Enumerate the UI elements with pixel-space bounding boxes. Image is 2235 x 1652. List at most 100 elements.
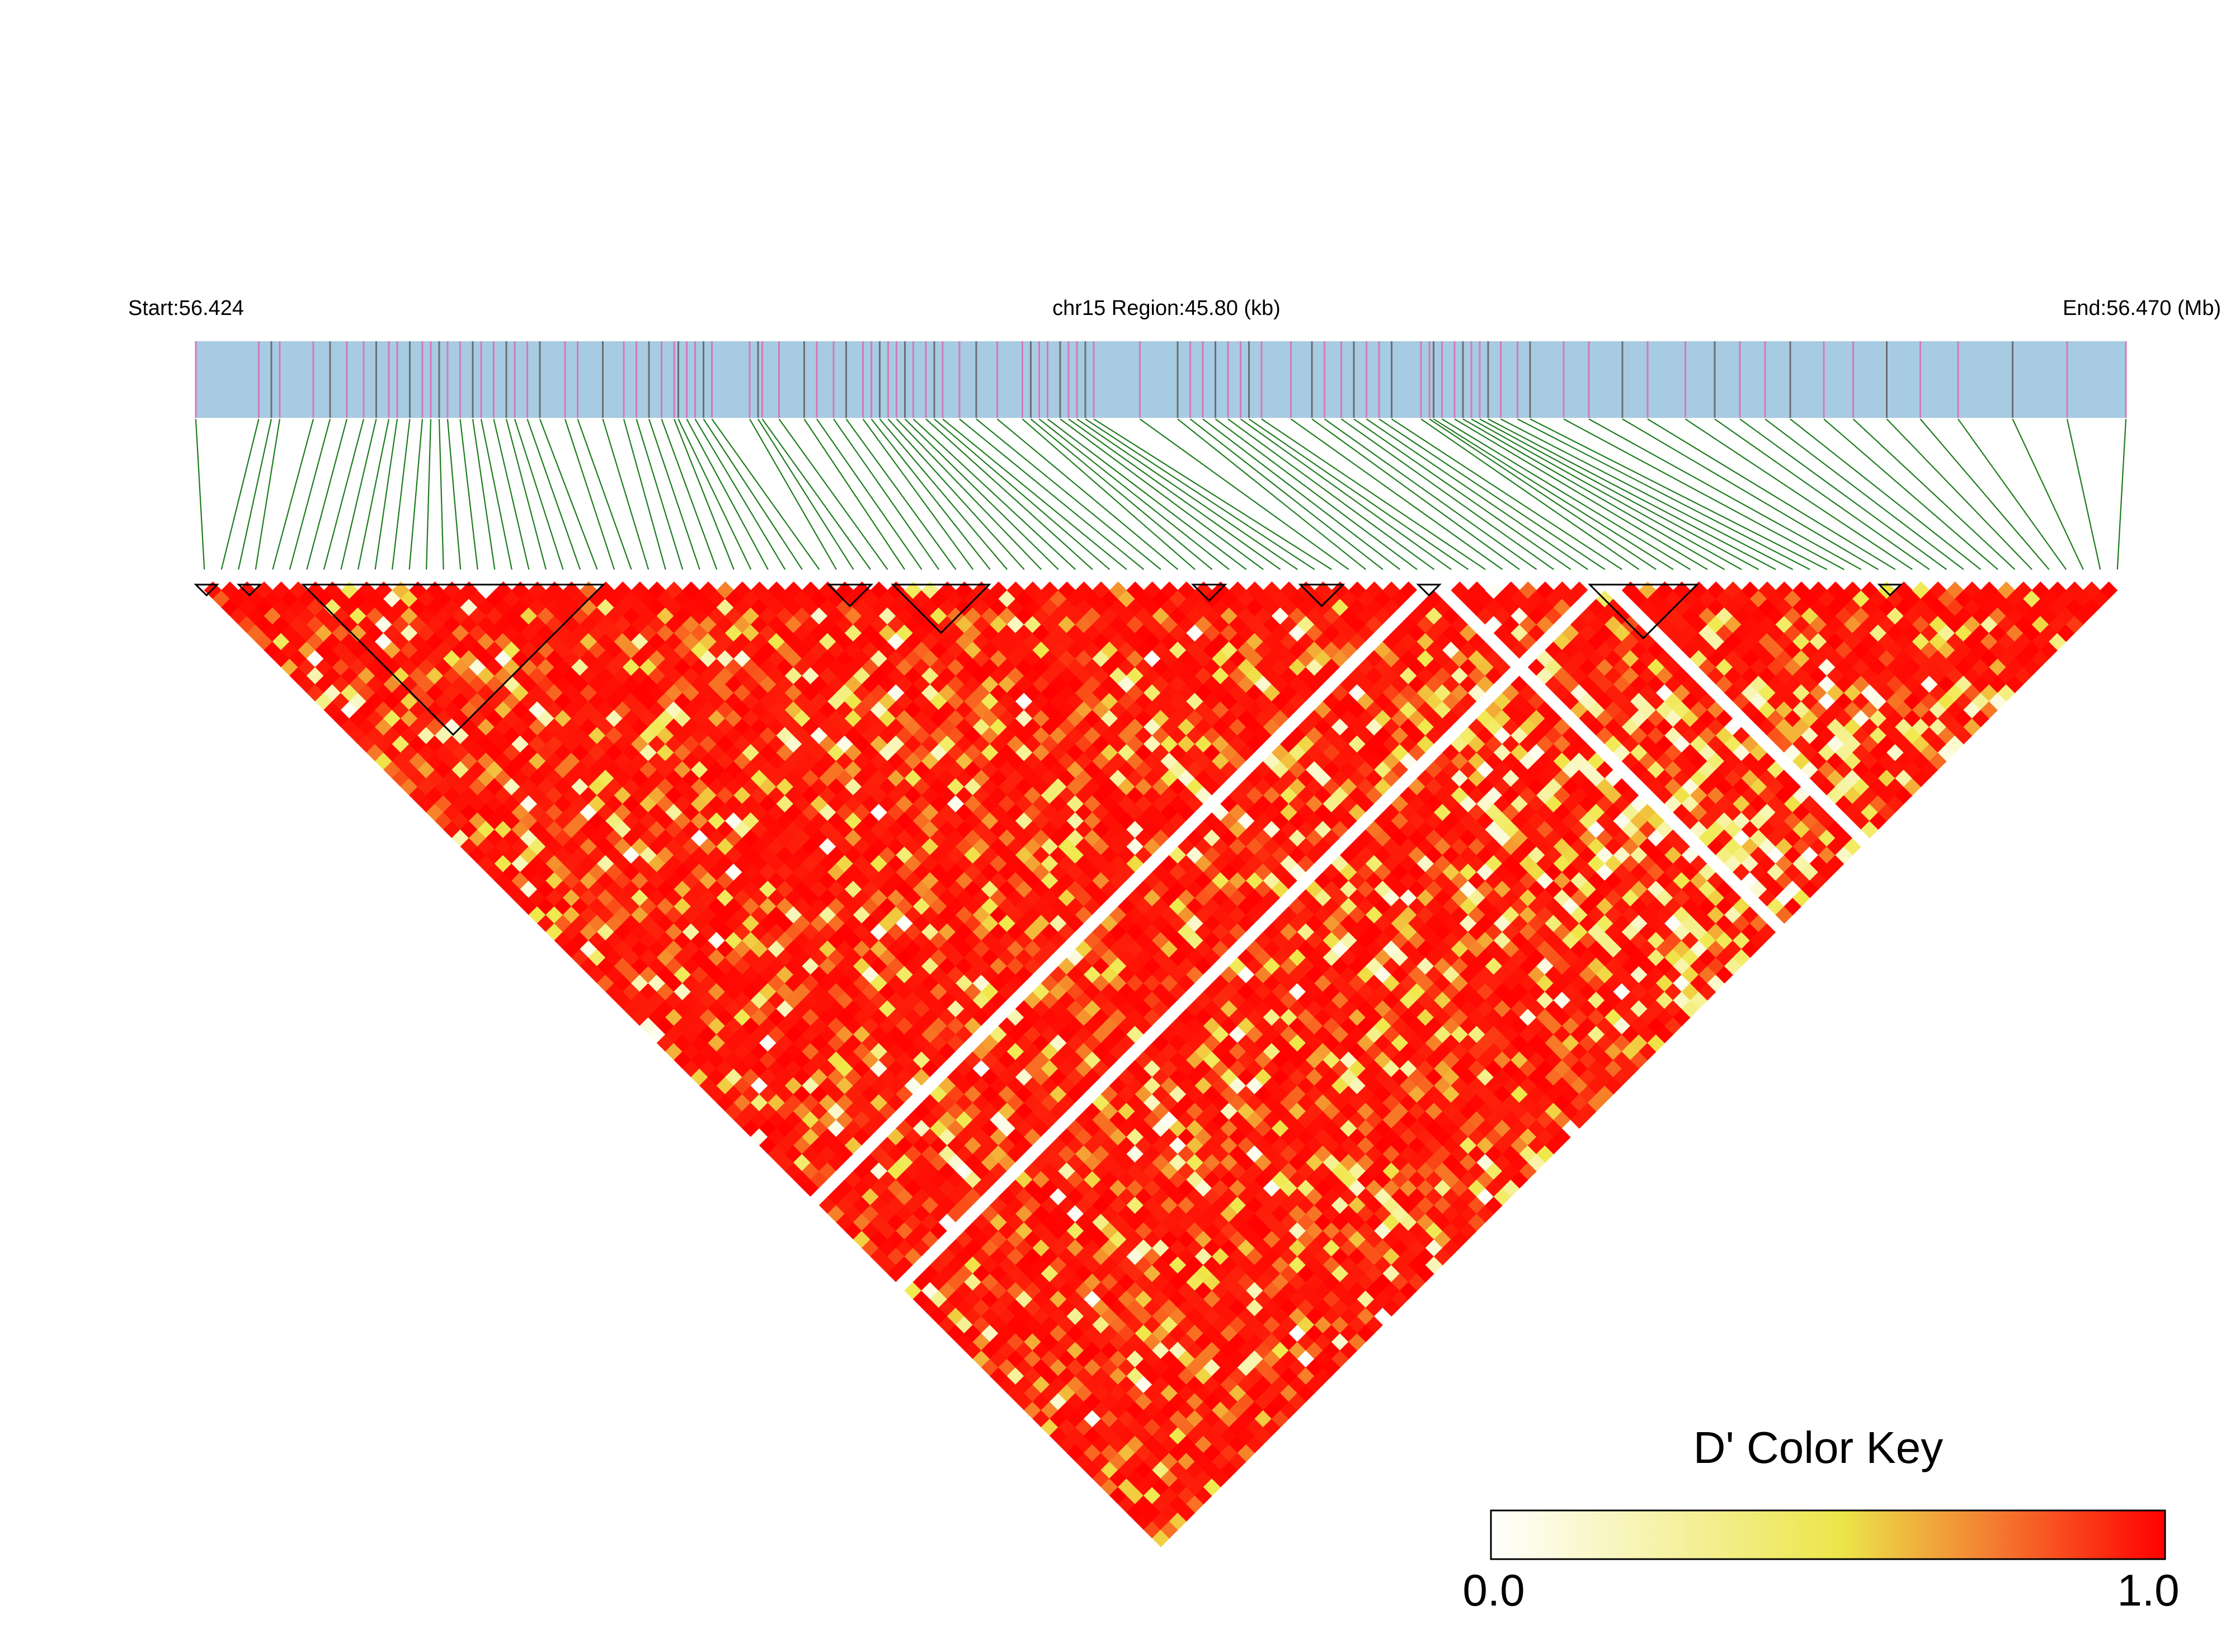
ld-cell [1066,1342,1085,1359]
ld-cell [930,1085,948,1103]
ld-cell [605,743,623,762]
ld-cell [494,598,512,616]
snp-connector [526,418,581,570]
ld-cell [1075,1435,1093,1453]
ld-cell [1024,1316,1042,1334]
ld-cell [1194,1435,1213,1453]
ld-cell [1263,1316,1281,1334]
snp-connector [1454,418,1708,570]
ld-cell [366,624,384,642]
ld-cell [674,982,691,1001]
ld-cell [938,1282,957,1300]
ld-cell [1058,1248,1076,1265]
snp-connector [426,418,432,570]
ld-cell [1288,1307,1307,1325]
snp-connector [446,418,462,570]
ld-cell [528,820,547,839]
snp-connector [438,418,444,570]
ld-cell [212,590,230,608]
snp-connector [778,418,888,570]
ld-cell [494,837,512,856]
ld-cell [674,863,691,881]
snp-connector [1517,418,1810,570]
ld-cell [1169,1495,1187,1513]
ld-cell [1126,1282,1145,1300]
ld-cell [1041,1282,1059,1300]
ld-cell [674,966,691,984]
snp-connector [887,418,1025,570]
snp-connector [648,418,700,570]
snp-connector [934,418,1111,570]
snp-connector [493,418,530,570]
ld-cell [1109,1196,1127,1215]
ld-cell [1006,1196,1025,1215]
ld-cell [878,1256,897,1274]
snp-connector [1076,418,1298,570]
ld-cell [1058,1110,1076,1129]
ld-cell [1041,1367,1059,1385]
ld-cell [1109,1282,1127,1300]
snp-connector [255,418,281,570]
snp-connector [357,418,390,570]
snp-connector [1441,418,1691,570]
ld-cell [1015,1188,1033,1206]
ld-cell [930,1034,948,1052]
snp-connector [1563,418,1845,570]
snp-connector [1919,418,2050,570]
ld-cell [1109,1401,1127,1419]
ld-cell [802,940,820,958]
ld-cell [1135,1136,1153,1155]
ld-cell [802,906,820,924]
ld-cell [1203,1256,1221,1274]
ld-cell [802,1094,820,1112]
ld-cell [674,812,691,830]
ld-cell [938,1248,957,1265]
ld-cell [674,692,691,710]
ld-cell [1194,1196,1213,1215]
ld-cell [528,684,547,702]
ld-cell [1194,1486,1213,1505]
ld-cell [802,1110,820,1129]
ld-cell [1084,1256,1102,1274]
ld-cell [1160,1435,1179,1453]
ld-cell [1058,1367,1076,1385]
ld-cell [818,1162,837,1180]
ld-cell [366,607,384,625]
ld-cell [1015,1222,1033,1240]
ld-cell [1169,1376,1187,1394]
snp-connector [195,418,205,570]
ld-cell [896,1222,914,1240]
ld-cell [528,872,547,890]
ld-cell [528,632,547,651]
ld-cell [674,931,691,950]
ld-cell [930,1222,948,1240]
ld-cell [1135,1495,1153,1513]
ld-cell [528,888,547,907]
ld-cell [1049,1256,1067,1274]
ld-cell [1024,1367,1042,1385]
ld-cell [1049,1188,1067,1206]
ld-cell [1118,1495,1136,1513]
ld-cell [1229,1282,1247,1300]
ld-cell [366,641,384,659]
ld-cell [605,982,623,1001]
ld-cell [956,1248,973,1265]
ld-cell [930,966,948,984]
snp-connector [761,418,871,570]
ld-cell [1015,1376,1033,1394]
ld-cell [1066,1222,1085,1240]
ld-cell [674,880,691,898]
snp-connector [1030,418,1213,570]
ld-cell [1160,1162,1179,1180]
ld-cell [1066,1376,1085,1394]
ld-cell [366,743,384,762]
ld-cell [1084,1461,1102,1479]
ld-cell [972,1316,991,1334]
ld-cell [1203,1376,1221,1394]
ld-cell [1032,1376,1051,1394]
ld-cell [494,581,512,600]
snp-track [195,341,2127,418]
ld-cell [896,1256,914,1274]
ld-heatmap [204,581,2118,1547]
ld-cell [1169,1188,1187,1206]
